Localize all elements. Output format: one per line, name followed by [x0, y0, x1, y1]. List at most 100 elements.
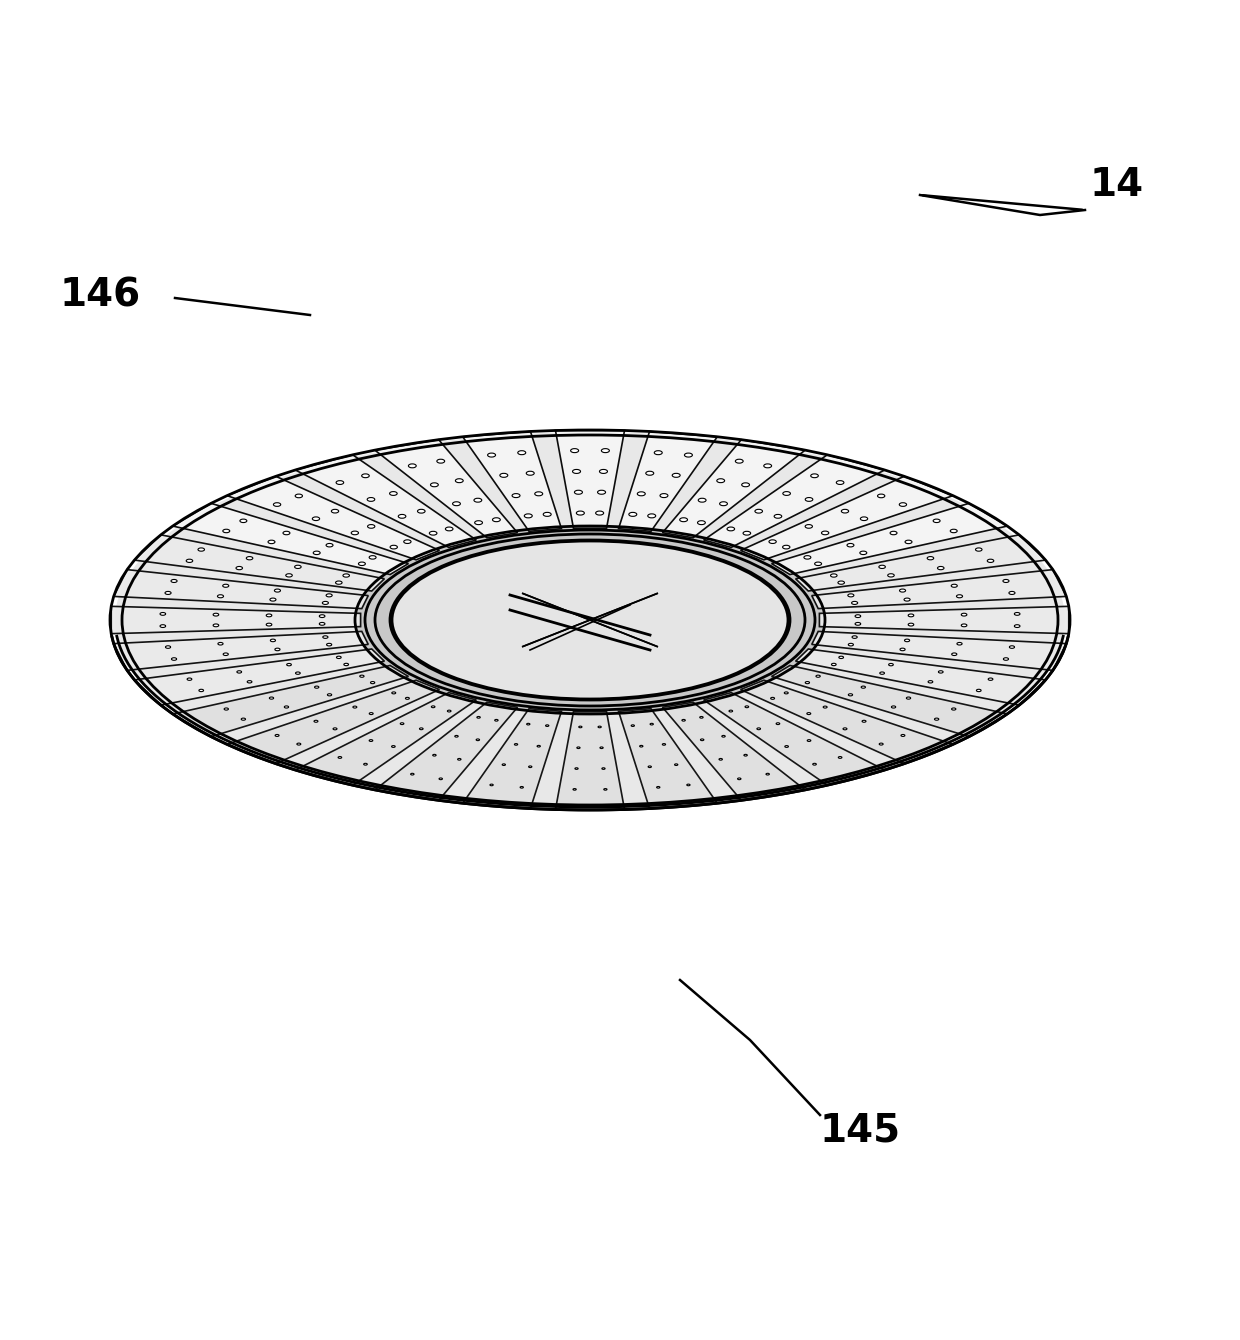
Ellipse shape	[937, 567, 944, 569]
Ellipse shape	[392, 745, 396, 748]
Ellipse shape	[951, 584, 957, 587]
Ellipse shape	[495, 720, 498, 721]
Ellipse shape	[418, 509, 425, 513]
Ellipse shape	[769, 540, 776, 544]
Text: 145: 145	[820, 1111, 901, 1148]
Ellipse shape	[900, 649, 905, 651]
PathPatch shape	[619, 709, 717, 808]
PathPatch shape	[703, 454, 884, 547]
Ellipse shape	[224, 708, 228, 710]
Ellipse shape	[286, 663, 291, 666]
PathPatch shape	[463, 431, 562, 531]
Ellipse shape	[722, 736, 725, 737]
Ellipse shape	[598, 726, 601, 728]
Ellipse shape	[888, 574, 894, 578]
Ellipse shape	[439, 779, 443, 780]
Ellipse shape	[756, 728, 760, 730]
Ellipse shape	[433, 754, 436, 756]
Ellipse shape	[577, 746, 580, 749]
Ellipse shape	[908, 614, 914, 616]
Ellipse shape	[315, 686, 319, 689]
Ellipse shape	[934, 519, 940, 523]
Ellipse shape	[684, 453, 692, 457]
Ellipse shape	[360, 675, 365, 677]
Ellipse shape	[1014, 612, 1021, 615]
Ellipse shape	[595, 511, 604, 515]
Ellipse shape	[1009, 646, 1014, 649]
Ellipse shape	[735, 460, 743, 464]
Ellipse shape	[198, 689, 203, 691]
Ellipse shape	[843, 728, 847, 730]
Ellipse shape	[242, 718, 246, 720]
Ellipse shape	[862, 721, 866, 722]
Ellipse shape	[270, 598, 277, 602]
Ellipse shape	[490, 784, 494, 785]
PathPatch shape	[295, 693, 476, 785]
Ellipse shape	[455, 736, 458, 737]
Ellipse shape	[939, 671, 944, 673]
Ellipse shape	[284, 706, 289, 708]
Ellipse shape	[951, 653, 957, 655]
Ellipse shape	[389, 492, 397, 496]
Ellipse shape	[430, 482, 438, 486]
PathPatch shape	[556, 712, 625, 809]
Ellipse shape	[880, 671, 884, 674]
Ellipse shape	[165, 591, 171, 595]
Ellipse shape	[838, 757, 842, 758]
Ellipse shape	[852, 602, 858, 604]
Ellipse shape	[370, 740, 373, 741]
Ellipse shape	[807, 713, 811, 714]
Ellipse shape	[160, 624, 166, 627]
Ellipse shape	[343, 663, 348, 666]
Ellipse shape	[247, 556, 253, 560]
Ellipse shape	[295, 671, 300, 674]
Ellipse shape	[604, 788, 608, 791]
Ellipse shape	[327, 694, 331, 695]
Ellipse shape	[675, 764, 678, 765]
Ellipse shape	[782, 492, 790, 496]
Ellipse shape	[334, 728, 337, 730]
Ellipse shape	[546, 725, 549, 726]
Ellipse shape	[899, 590, 905, 592]
Ellipse shape	[525, 513, 532, 517]
Ellipse shape	[743, 532, 750, 535]
Ellipse shape	[275, 734, 279, 737]
Ellipse shape	[988, 678, 993, 681]
Ellipse shape	[527, 724, 529, 725]
Ellipse shape	[187, 678, 192, 681]
Ellipse shape	[662, 744, 666, 745]
Ellipse shape	[392, 541, 787, 699]
PathPatch shape	[771, 666, 1007, 737]
Ellipse shape	[637, 492, 645, 496]
Ellipse shape	[534, 492, 543, 496]
Ellipse shape	[326, 594, 332, 596]
Ellipse shape	[976, 548, 982, 551]
Ellipse shape	[198, 548, 205, 551]
Ellipse shape	[362, 474, 370, 477]
Ellipse shape	[217, 595, 223, 598]
Ellipse shape	[598, 490, 605, 494]
Ellipse shape	[601, 768, 605, 769]
Ellipse shape	[186, 559, 192, 563]
PathPatch shape	[227, 681, 439, 764]
Ellipse shape	[764, 464, 771, 468]
Ellipse shape	[336, 582, 342, 584]
Ellipse shape	[987, 559, 993, 563]
Ellipse shape	[847, 544, 854, 547]
Ellipse shape	[526, 472, 534, 476]
PathPatch shape	[114, 631, 368, 670]
Ellipse shape	[640, 745, 642, 746]
Ellipse shape	[445, 527, 453, 531]
Ellipse shape	[370, 556, 376, 559]
Ellipse shape	[719, 501, 728, 505]
Ellipse shape	[899, 502, 906, 507]
Ellipse shape	[577, 511, 584, 515]
Ellipse shape	[738, 779, 742, 780]
Ellipse shape	[367, 497, 374, 501]
Ellipse shape	[928, 681, 932, 683]
Ellipse shape	[961, 624, 967, 627]
Ellipse shape	[453, 501, 460, 505]
Ellipse shape	[650, 724, 653, 725]
Ellipse shape	[218, 642, 223, 645]
PathPatch shape	[662, 440, 805, 537]
